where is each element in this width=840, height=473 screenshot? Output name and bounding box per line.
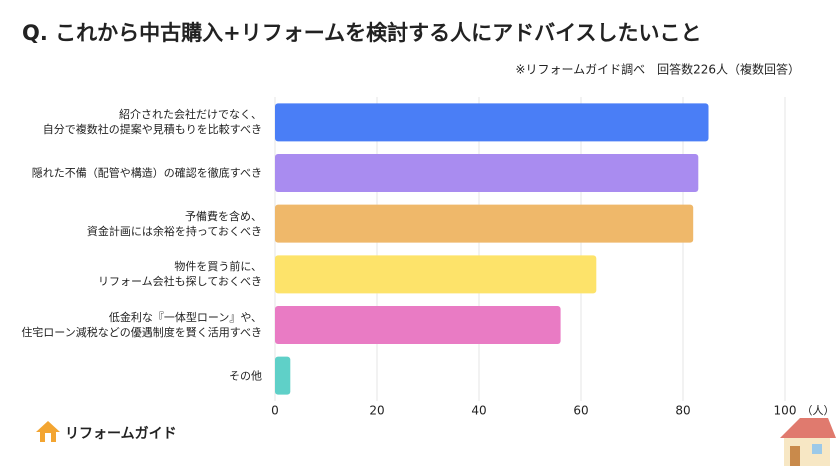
bar xyxy=(275,356,291,395)
logo: リフォームガイド xyxy=(36,421,177,442)
logo-door xyxy=(45,433,51,442)
category-label: その他 xyxy=(229,369,262,383)
bar xyxy=(275,103,709,142)
chart-title: Q. これから中古購入+リフォームを検討する人にアドバイスしたいこと xyxy=(22,21,701,45)
category-label: 紹介された会社だけでなく、 自分で複数社の提案や見積もりを比較すべき xyxy=(42,108,262,137)
category-label: 低金利な『一体型ローン』や、 住宅ローン減税などの優遇制度を賢く活用すべき xyxy=(21,311,262,339)
category-label: 予備費を含め、 資金計画には余裕を持っておくべき xyxy=(86,209,262,238)
bar xyxy=(275,255,597,294)
x-tick-label: 40 xyxy=(471,404,486,418)
logo-text: リフォームガイド xyxy=(65,426,177,442)
x-tick-label: 80 xyxy=(675,404,690,418)
category-label: 隠れた不備（配管や構造）の確認を徹底すべき xyxy=(31,166,262,180)
x-tick-label: 60 xyxy=(573,404,588,418)
bar xyxy=(275,306,561,344)
x-tick-label: 20 xyxy=(369,404,384,418)
category-label: 物件を買う前に、 リフォーム会社も探しておくべき xyxy=(97,260,262,289)
chart-subtitle: ※リフォームガイド調べ 回答数226人（複数回答） xyxy=(515,62,800,77)
logo-icon xyxy=(36,421,60,442)
house-illustration xyxy=(780,418,836,466)
x-tick-label: 100 xyxy=(774,404,797,418)
x-tick-label: 0 xyxy=(271,404,279,418)
bar xyxy=(275,154,699,192)
x-unit: （人） xyxy=(802,404,835,417)
bar xyxy=(275,204,694,243)
